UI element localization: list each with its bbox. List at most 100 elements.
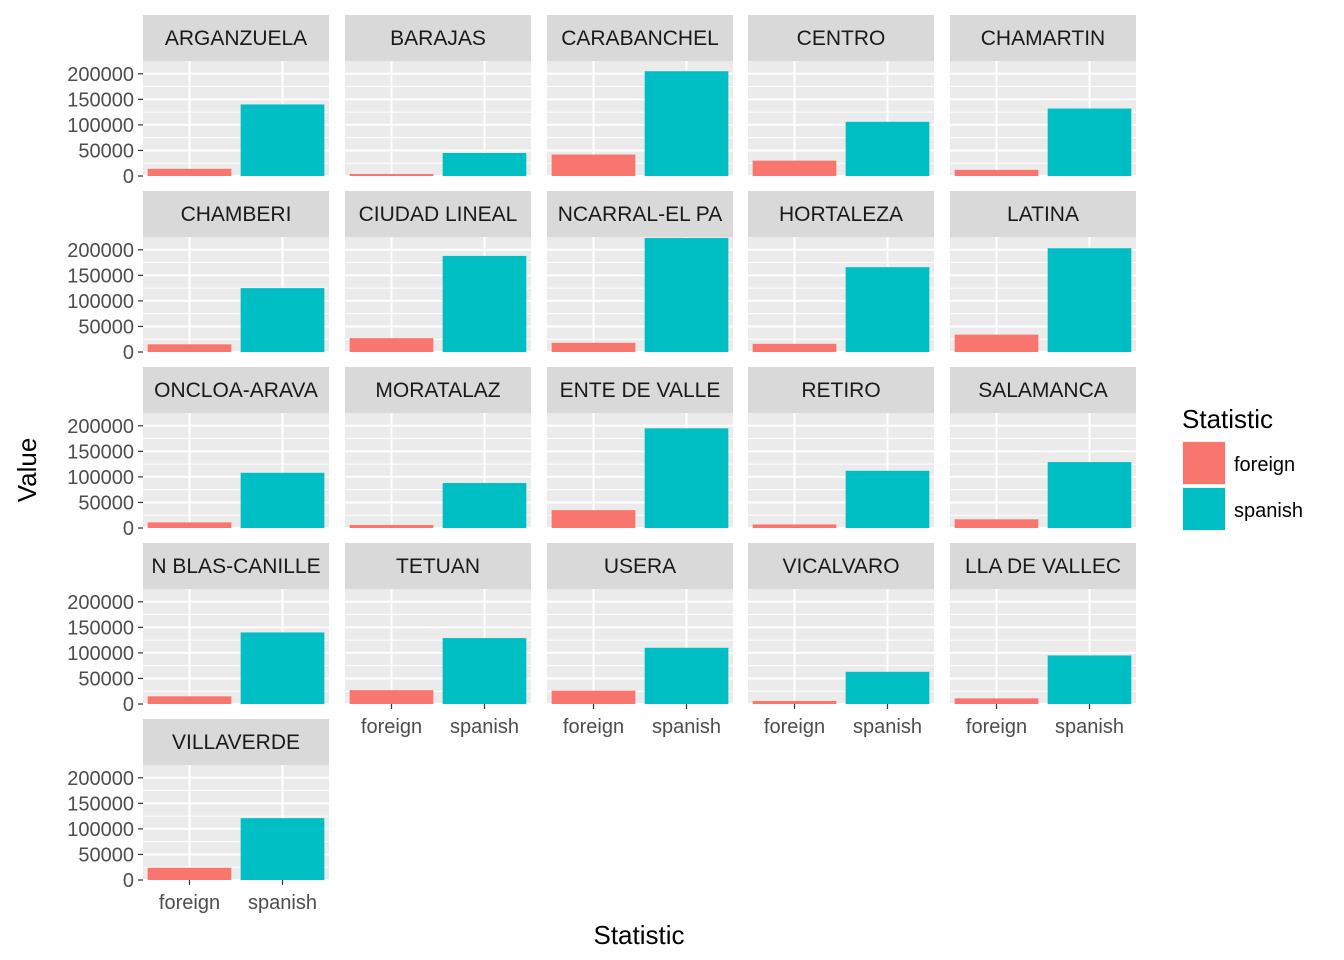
legend-key-foreign bbox=[1183, 442, 1225, 484]
legend: Statistic foreign spanish bbox=[1182, 404, 1303, 531]
y-tick-label: 0 bbox=[123, 518, 134, 540]
facet-panels: ARGANZUELA 0 50000 100000 150000 200000 BARAJA… bbox=[67, 15, 1136, 914]
facet-strip-label: HORTALEZA bbox=[779, 203, 903, 226]
x-tick-label: spanish bbox=[248, 892, 317, 914]
facet-panel: CIUDAD LINEAL bbox=[345, 191, 531, 353]
y-tick-label: 50000 bbox=[78, 844, 134, 866]
bar-foreign bbox=[954, 334, 1039, 352]
x-tick-label: spanish bbox=[652, 716, 721, 738]
facet-strip bbox=[748, 367, 934, 413]
facet-strip bbox=[143, 719, 329, 765]
bar-foreign bbox=[349, 690, 434, 704]
x-tick-label: foreign bbox=[159, 892, 220, 914]
facet-panel: CHAMBERI 0 50000 100000 150000 200000 bbox=[67, 191, 329, 364]
facet-strip bbox=[345, 367, 531, 413]
bar-spanish bbox=[1047, 655, 1132, 704]
facet-panel: VILLAVERDE 0 50000 100000 150000 200000 foreig… bbox=[67, 719, 329, 914]
facet-strip bbox=[547, 543, 733, 589]
y-tick-label: 150000 bbox=[67, 617, 134, 639]
x-axis-title: Statistic bbox=[593, 920, 684, 950]
facet-panel: ENTE DE VALLE bbox=[547, 367, 733, 529]
facet-strip-label: BARAJAS bbox=[390, 27, 486, 50]
facet-strip bbox=[143, 543, 329, 589]
bar-spanish bbox=[845, 121, 930, 176]
bar-foreign bbox=[954, 169, 1039, 176]
bar-spanish bbox=[442, 153, 527, 176]
bar-spanish bbox=[240, 472, 325, 528]
legend-label: foreign bbox=[1234, 454, 1295, 476]
y-tick-label: 100000 bbox=[67, 643, 134, 665]
facet-strip-label: USERA bbox=[604, 555, 676, 578]
y-tick-label: 50000 bbox=[78, 316, 134, 338]
bar-spanish bbox=[644, 71, 729, 176]
bar-foreign bbox=[954, 519, 1039, 528]
bar-spanish bbox=[240, 818, 325, 880]
facet-strip-label: RETIRO bbox=[801, 379, 880, 402]
y-tick-label: 150000 bbox=[67, 793, 134, 815]
y-tick-label: 0 bbox=[123, 870, 134, 892]
facet-strip bbox=[143, 367, 329, 413]
legend-key-spanish bbox=[1183, 488, 1225, 530]
facet-panel: CARABANCHEL bbox=[547, 15, 733, 177]
facet-panel: TETUAN foreign spanish bbox=[345, 543, 531, 738]
y-tick-label: 0 bbox=[123, 166, 134, 188]
y-tick-label: 100000 bbox=[67, 467, 134, 489]
facet-strip-label: MORATALAZ bbox=[375, 379, 500, 402]
bar-foreign bbox=[551, 510, 636, 528]
facet-strip-label: N BLAS-CANILLE bbox=[151, 555, 320, 578]
facet-panel: ARGANZUELA 0 50000 100000 150000 200000 bbox=[67, 15, 329, 188]
bar-foreign bbox=[349, 524, 434, 528]
bar-spanish bbox=[240, 632, 325, 704]
bar-foreign bbox=[147, 867, 232, 880]
bar-spanish bbox=[845, 470, 930, 528]
y-tick-label: 150000 bbox=[67, 441, 134, 463]
y-tick-label: 0 bbox=[123, 694, 134, 716]
bar-foreign bbox=[752, 343, 837, 352]
x-tick-label: spanish bbox=[1055, 716, 1124, 738]
y-tick-label: 200000 bbox=[67, 768, 134, 790]
facet-strip bbox=[345, 15, 531, 61]
bar-foreign bbox=[551, 690, 636, 704]
facet-panel: SALAMANCA bbox=[950, 367, 1136, 529]
facet-panel: RETIRO bbox=[748, 367, 934, 529]
facet-strip bbox=[950, 15, 1136, 61]
bar-spanish bbox=[1047, 462, 1132, 528]
facet-strip bbox=[748, 543, 934, 589]
bar-foreign bbox=[551, 154, 636, 176]
y-axis-title: Value bbox=[12, 438, 42, 503]
y-tick-label: 200000 bbox=[67, 240, 134, 262]
bar-spanish bbox=[644, 238, 729, 352]
bar-foreign bbox=[147, 696, 232, 704]
y-tick-label: 150000 bbox=[67, 89, 134, 111]
facet-strip-label: ARGANZUELA bbox=[165, 27, 307, 50]
facet-panel: N BLAS-CANILLE 0 50000 100000 150000 200000 bbox=[67, 543, 329, 716]
facet-panel: USERA foreign spanish bbox=[547, 543, 733, 738]
facet-strip-label: SALAMANCA bbox=[978, 379, 1108, 402]
facet-panel: HORTALEZA bbox=[748, 191, 934, 353]
bar-spanish bbox=[845, 671, 930, 704]
facet-strip bbox=[950, 191, 1136, 237]
bar-foreign bbox=[147, 168, 232, 176]
x-tick-label: spanish bbox=[853, 716, 922, 738]
facet-strip bbox=[143, 15, 329, 61]
y-tick-label: 200000 bbox=[67, 64, 134, 86]
facet-panel: LATINA bbox=[950, 191, 1136, 353]
facet-strip bbox=[547, 367, 733, 413]
facet-strip bbox=[143, 191, 329, 237]
x-tick-label: foreign bbox=[361, 716, 422, 738]
x-tick-label: foreign bbox=[764, 716, 825, 738]
bar-foreign bbox=[752, 160, 837, 176]
facet-strip-label: LLA DE VALLEC bbox=[965, 555, 1121, 578]
facet-strip-label: VICALVARO bbox=[782, 555, 899, 578]
y-tick-label: 50000 bbox=[78, 668, 134, 690]
facet-strip bbox=[950, 367, 1136, 413]
y-tick-label: 100000 bbox=[67, 819, 134, 841]
facet-panel: MORATALAZ bbox=[345, 367, 531, 529]
facet-panel: BARAJAS bbox=[345, 15, 531, 177]
bar-spanish bbox=[442, 255, 527, 352]
bar-spanish bbox=[644, 428, 729, 528]
bar-spanish bbox=[442, 483, 527, 528]
facet-strip-label: CENTRO bbox=[797, 27, 886, 50]
y-tick-label: 100000 bbox=[67, 115, 134, 137]
y-tick-label: 200000 bbox=[67, 592, 134, 614]
